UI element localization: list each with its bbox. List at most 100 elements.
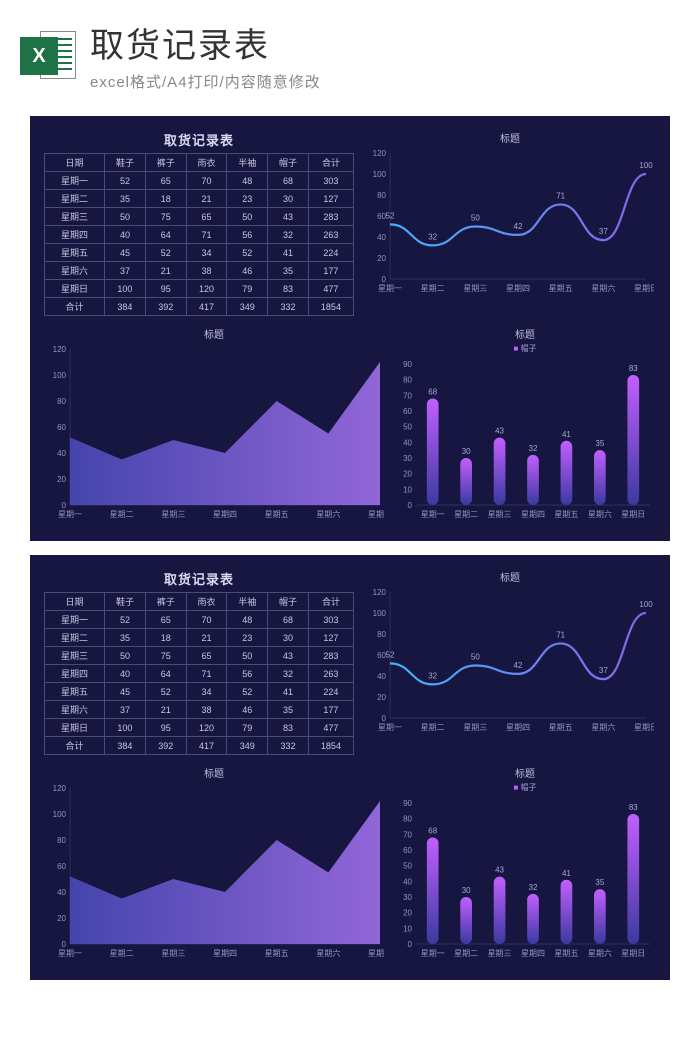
svg-text:120: 120 [53,784,67,793]
svg-text:80: 80 [403,376,412,385]
svg-text:星期日: 星期日 [621,510,645,519]
svg-text:星期三: 星期三 [161,510,185,519]
table-cell: 417 [186,298,227,316]
table-cell: 52 [227,683,268,701]
table-cell: 38 [186,262,227,280]
svg-text:80: 80 [377,191,386,200]
svg-text:星期一: 星期一 [58,949,82,958]
table-cell: 177 [308,262,353,280]
table-cell: 384 [105,298,146,316]
svg-text:32: 32 [529,444,538,453]
svg-text:32: 32 [529,883,538,892]
table-cell: 34 [186,244,227,262]
table-cell: 星期六 [45,701,105,719]
table-header-cell: 合计 [308,154,353,172]
svg-text:星期二: 星期二 [110,949,134,958]
table-cell: 68 [268,611,309,629]
table-cell: 65 [186,208,227,226]
table-cell: 星期日 [45,280,105,298]
table-cell: 52 [145,683,186,701]
table-cell: 224 [308,244,353,262]
table-cell: 477 [308,280,353,298]
bar-chart-title: 标题 [394,326,656,341]
svg-text:40: 40 [403,438,412,447]
table-cell: 21 [186,190,227,208]
svg-text:星期三: 星期三 [463,723,487,732]
table-cell: 37 [105,701,146,719]
svg-text:星期三: 星期三 [463,284,487,293]
svg-text:90: 90 [403,360,412,369]
line-chart: 020406080100120523250427137100星期一星期二星期三星… [364,586,654,736]
table-cell: 83 [268,719,309,737]
svg-text:100: 100 [373,609,387,618]
table-cell: 35 [105,190,146,208]
svg-text:71: 71 [556,191,565,200]
svg-text:星期六: 星期六 [591,283,615,293]
table-header-cell: 帽子 [268,154,309,172]
dashboard: 取货记录表日期鞋子裤子雨衣半袖帽子合计星期一5265704868303星期二35… [30,555,670,980]
svg-text:20: 20 [57,914,66,923]
svg-text:20: 20 [377,693,386,702]
svg-text:0: 0 [382,275,387,284]
table-header-cell: 裤子 [145,593,186,611]
svg-text:35: 35 [595,878,604,887]
svg-text:52: 52 [386,650,395,659]
table-row: 星期一5265704868303 [45,611,354,629]
svg-text:10: 10 [403,924,412,933]
table-cell: 38 [186,701,227,719]
svg-text:80: 80 [403,815,412,824]
table-cell: 40 [105,226,146,244]
svg-text:0: 0 [62,940,67,949]
svg-text:星期六: 星期六 [316,509,340,519]
table-cell: 50 [105,647,146,665]
table-cell: 星期五 [45,683,105,701]
table-header-cell: 半袖 [227,154,268,172]
table-cell: 37 [105,262,146,280]
area-chart-title: 标题 [44,326,384,341]
svg-text:星期四: 星期四 [506,284,530,293]
svg-text:50: 50 [471,653,480,662]
table-cell: 52 [227,244,268,262]
table-cell: 星期六 [45,262,105,280]
svg-text:0: 0 [408,501,413,510]
svg-text:30: 30 [462,447,471,456]
svg-text:星期日: 星期日 [621,949,645,958]
table-cell: 52 [145,244,186,262]
table-cell: 95 [145,719,186,737]
svg-text:100: 100 [639,161,653,170]
excel-icon: X [20,27,76,83]
svg-text:星期一: 星期一 [421,510,445,519]
svg-text:83: 83 [629,364,638,373]
svg-text:80: 80 [377,630,386,639]
svg-text:50: 50 [403,862,412,871]
svg-text:星期三: 星期三 [488,510,512,519]
table-cell: 合计 [45,737,105,755]
svg-text:30: 30 [462,886,471,895]
svg-text:星期五: 星期五 [554,949,578,958]
svg-text:70: 70 [403,830,412,839]
table-cell: 48 [227,172,268,190]
svg-text:80: 80 [57,836,66,845]
area-chart-panel: 标题020406080100120星期一星期二星期三星期四星期五星期六星期日 [44,765,384,962]
svg-text:60: 60 [57,862,66,871]
svg-text:120: 120 [373,149,387,158]
area-chart-panel: 标题020406080100120星期一星期二星期三星期四星期五星期六星期日 [44,326,384,523]
table-title: 取货记录表 [44,130,354,149]
table-panel: 取货记录表日期鞋子裤子雨衣半袖帽子合计星期一5265704868303星期二35… [44,569,354,755]
svg-text:星期四: 星期四 [521,510,545,519]
svg-text:星期二: 星期二 [454,510,478,519]
svg-text:星期五: 星期五 [549,284,573,293]
bar-chart: 010203040506070809068星期一30星期二43星期三32星期四4… [394,358,654,523]
table-cell: 46 [227,262,268,280]
svg-text:30: 30 [403,454,412,463]
svg-text:20: 20 [403,909,412,918]
table-cell: 332 [268,737,309,755]
table-cell: 星期二 [45,190,105,208]
svg-text:星期四: 星期四 [506,723,530,732]
line-chart-title: 标题 [364,130,656,145]
table-cell: 星期一 [45,611,105,629]
svg-text:83: 83 [629,803,638,812]
table-title: 取货记录表 [44,569,354,588]
table-cell: 83 [268,280,309,298]
svg-text:20: 20 [377,254,386,263]
